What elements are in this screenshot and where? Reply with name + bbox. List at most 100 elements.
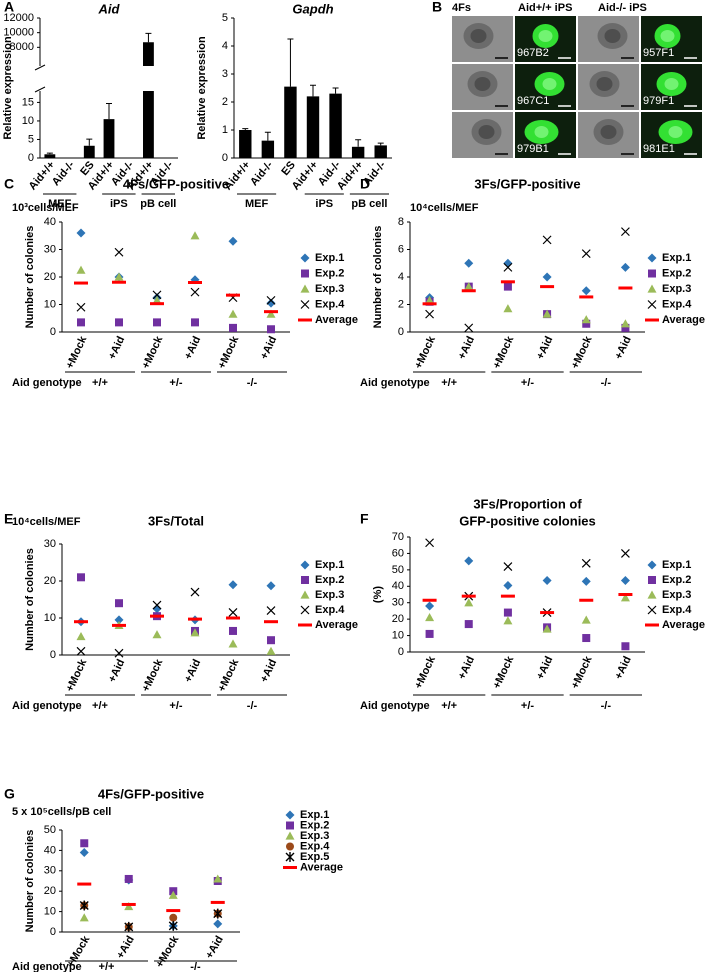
data-point bbox=[542, 235, 552, 245]
legend-marker bbox=[300, 590, 310, 599]
y-tick-label: 70 bbox=[392, 531, 404, 543]
legend-marker bbox=[300, 605, 310, 615]
chart-title: Aid bbox=[98, 1, 121, 16]
gfp-glow bbox=[664, 78, 679, 90]
y-tick-label: 30 bbox=[44, 243, 56, 255]
legend-label: Exp.3 bbox=[662, 283, 691, 295]
data-point bbox=[542, 272, 552, 282]
y-tick-label: 10000 bbox=[3, 27, 34, 39]
y-tick-label: 10 bbox=[22, 115, 34, 127]
legend-label: Exp.4 bbox=[300, 840, 330, 852]
data-point bbox=[168, 920, 178, 931]
group-label: -/- bbox=[190, 961, 201, 972]
data-point bbox=[503, 304, 513, 313]
y-tick-label: 20 bbox=[44, 271, 56, 283]
legend-label: Exp.3 bbox=[315, 283, 344, 295]
data-point bbox=[425, 629, 434, 638]
legend-label: Exp.1 bbox=[315, 252, 344, 264]
error-bar bbox=[46, 152, 53, 155]
data-point bbox=[621, 323, 630, 332]
data-point bbox=[542, 309, 552, 318]
data-point bbox=[620, 576, 630, 586]
y-tick-label: 5 bbox=[222, 12, 228, 24]
clone-label: 979B1 bbox=[517, 143, 549, 155]
y-unit: 5 x 10⁵cells/pB cell bbox=[12, 806, 111, 818]
legend-marker bbox=[300, 560, 310, 570]
y-axis-title: Number of colonies bbox=[24, 226, 36, 329]
bar bbox=[306, 96, 320, 158]
legend-marker bbox=[647, 253, 657, 263]
error-bar bbox=[242, 128, 249, 130]
panel-letter: G bbox=[4, 786, 15, 802]
legend-marker bbox=[647, 605, 657, 615]
data-point bbox=[228, 309, 238, 318]
data-point bbox=[620, 262, 630, 272]
legend-marker bbox=[648, 269, 656, 278]
data-point bbox=[503, 608, 512, 617]
group-label: -/- bbox=[601, 377, 612, 389]
y-tick-label: 40 bbox=[44, 216, 56, 228]
group-title: Aid genotype bbox=[12, 961, 82, 972]
group-title: Aid genotype bbox=[12, 377, 82, 389]
data-point bbox=[79, 847, 89, 857]
data-point bbox=[464, 620, 473, 629]
data-point bbox=[503, 262, 513, 272]
y-tick-label: 60 bbox=[392, 547, 404, 559]
data-point bbox=[79, 900, 89, 911]
data-point bbox=[266, 606, 276, 616]
y-axis-title: Relative expression bbox=[2, 36, 14, 140]
bar bbox=[44, 154, 56, 158]
data-point bbox=[581, 315, 591, 324]
data-point bbox=[124, 874, 133, 883]
panel-letter: F bbox=[360, 511, 369, 527]
data-point bbox=[621, 642, 630, 651]
y-tick-label: 10 bbox=[392, 629, 404, 641]
data-point bbox=[425, 538, 435, 548]
data-point bbox=[620, 319, 630, 328]
legend-marker bbox=[300, 253, 310, 263]
y-axis-title: (%) bbox=[372, 586, 384, 603]
y-tick-label: 20 bbox=[392, 613, 404, 625]
legend-label: Exp.2 bbox=[300, 819, 329, 831]
chart-title: 3Fs/Total bbox=[148, 513, 204, 528]
data-point bbox=[425, 295, 435, 304]
bar bbox=[103, 119, 115, 158]
data-point bbox=[464, 258, 474, 268]
error-bar bbox=[377, 142, 384, 146]
y-tick-label: 5 bbox=[28, 133, 34, 145]
error-bar bbox=[86, 138, 93, 146]
gfp-glow bbox=[538, 30, 553, 42]
clone-label: 981E1 bbox=[643, 143, 675, 155]
error-bar bbox=[310, 84, 316, 97]
chart-title: GFP-positive colonies bbox=[459, 513, 596, 528]
group-label: +/- bbox=[521, 700, 534, 712]
panel-letter: B bbox=[432, 0, 442, 15]
data-point bbox=[464, 598, 474, 607]
error-bar bbox=[355, 139, 362, 147]
y-tick-label: 50 bbox=[44, 824, 56, 836]
legend-label: Exp.1 bbox=[315, 559, 344, 571]
y-axis-title: Number of colonies bbox=[24, 548, 36, 651]
data-point bbox=[152, 295, 162, 304]
y-tick-label: 8 bbox=[398, 216, 404, 228]
y-tick-label: 2 bbox=[222, 96, 228, 108]
colony-core bbox=[470, 29, 487, 43]
error-bar bbox=[264, 131, 271, 141]
y-tick-label: 10 bbox=[44, 298, 56, 310]
group-label: +/+ bbox=[441, 377, 457, 389]
legend-label: Exp.3 bbox=[315, 589, 344, 601]
chart-title: 4Fs/GFP-positive bbox=[123, 176, 229, 191]
data-point bbox=[620, 593, 630, 602]
bar bbox=[374, 145, 387, 158]
error-bar bbox=[145, 32, 152, 43]
bar bbox=[329, 93, 342, 158]
legend-label: Exp.2 bbox=[315, 574, 344, 586]
error-bar bbox=[106, 103, 112, 120]
image-header: Aid-/- iPS bbox=[598, 2, 647, 14]
data-point bbox=[425, 601, 435, 611]
data-point bbox=[115, 318, 123, 327]
group-title: Aid genotype bbox=[360, 377, 430, 389]
y-tick-label: 8000 bbox=[10, 41, 34, 53]
